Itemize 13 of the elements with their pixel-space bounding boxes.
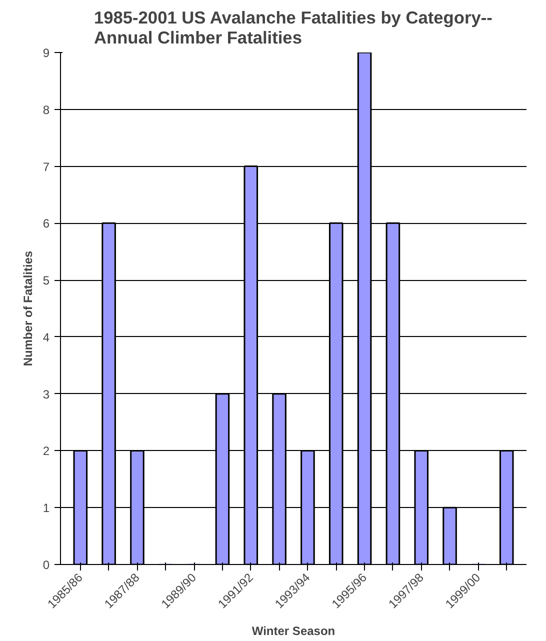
x-axis-title: Winter Season	[252, 624, 336, 638]
y-tick-label: 4	[42, 330, 50, 344]
y-tick-label: 2	[42, 444, 50, 458]
y-tick-label: 7	[42, 160, 50, 174]
y-tick-label: 1	[42, 501, 50, 516]
y-tick-label: 5	[42, 274, 50, 288]
y-axis-title: Number of Fatalities	[20, 250, 35, 366]
y-tick-label: 3	[42, 387, 50, 402]
y-tick-label: 6	[42, 216, 50, 231]
y-tick-label: 0	[42, 558, 50, 572]
y-tick-label: 8	[42, 102, 50, 117]
chart-title: 1985-2001 US Avalanche Fatalities by Category-- Annual Climber Fatalities	[94, 8, 493, 48]
y-tick-label: 9	[42, 46, 50, 60]
